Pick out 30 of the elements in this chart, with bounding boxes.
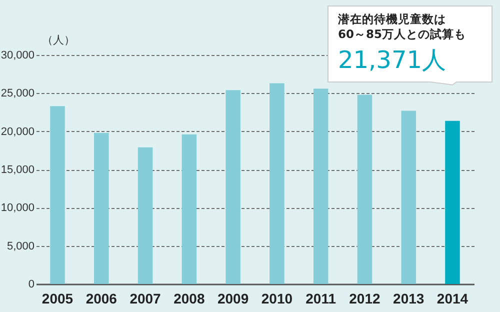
y-tick-label: 30,000 bbox=[0, 50, 34, 62]
y-axis-title: （人） bbox=[42, 34, 75, 46]
y-tick-label: 25,000 bbox=[0, 88, 34, 100]
bar bbox=[138, 147, 153, 284]
bar bbox=[182, 134, 197, 284]
y-tick-label: 5,000 bbox=[6, 240, 34, 252]
y-tick-label: 15,000 bbox=[0, 164, 34, 176]
annotation: 21,371人 bbox=[338, 45, 446, 76]
x-tick-label: 2014 bbox=[436, 290, 468, 306]
x-tick-label: 2011 bbox=[306, 290, 336, 306]
x-tick-label: 2006 bbox=[86, 290, 118, 306]
x-tick-label: 2008 bbox=[174, 290, 205, 306]
x-tick-label: 2009 bbox=[217, 290, 249, 306]
bar bbox=[313, 88, 328, 284]
bar bbox=[94, 132, 109, 284]
bar bbox=[357, 94, 372, 284]
text: 潜在的待機児童数は 60～85万人との試算も bbox=[338, 12, 466, 42]
y-tick-label: 10,000 bbox=[0, 202, 34, 214]
bar bbox=[401, 110, 416, 284]
y-tick-label: 0 bbox=[28, 278, 34, 290]
y-tick-label: 20,000 bbox=[0, 126, 34, 138]
x-tick-label: 2010 bbox=[261, 290, 293, 306]
bar bbox=[445, 120, 460, 284]
bar bbox=[50, 106, 65, 284]
x-tick-label: 2007 bbox=[130, 290, 162, 306]
x-tick-label: 2005 bbox=[42, 290, 74, 306]
x-tick-label: 2013 bbox=[393, 290, 424, 306]
bar bbox=[226, 90, 240, 284]
x-tick-label: 2012 bbox=[349, 290, 380, 306]
bar bbox=[270, 83, 284, 284]
